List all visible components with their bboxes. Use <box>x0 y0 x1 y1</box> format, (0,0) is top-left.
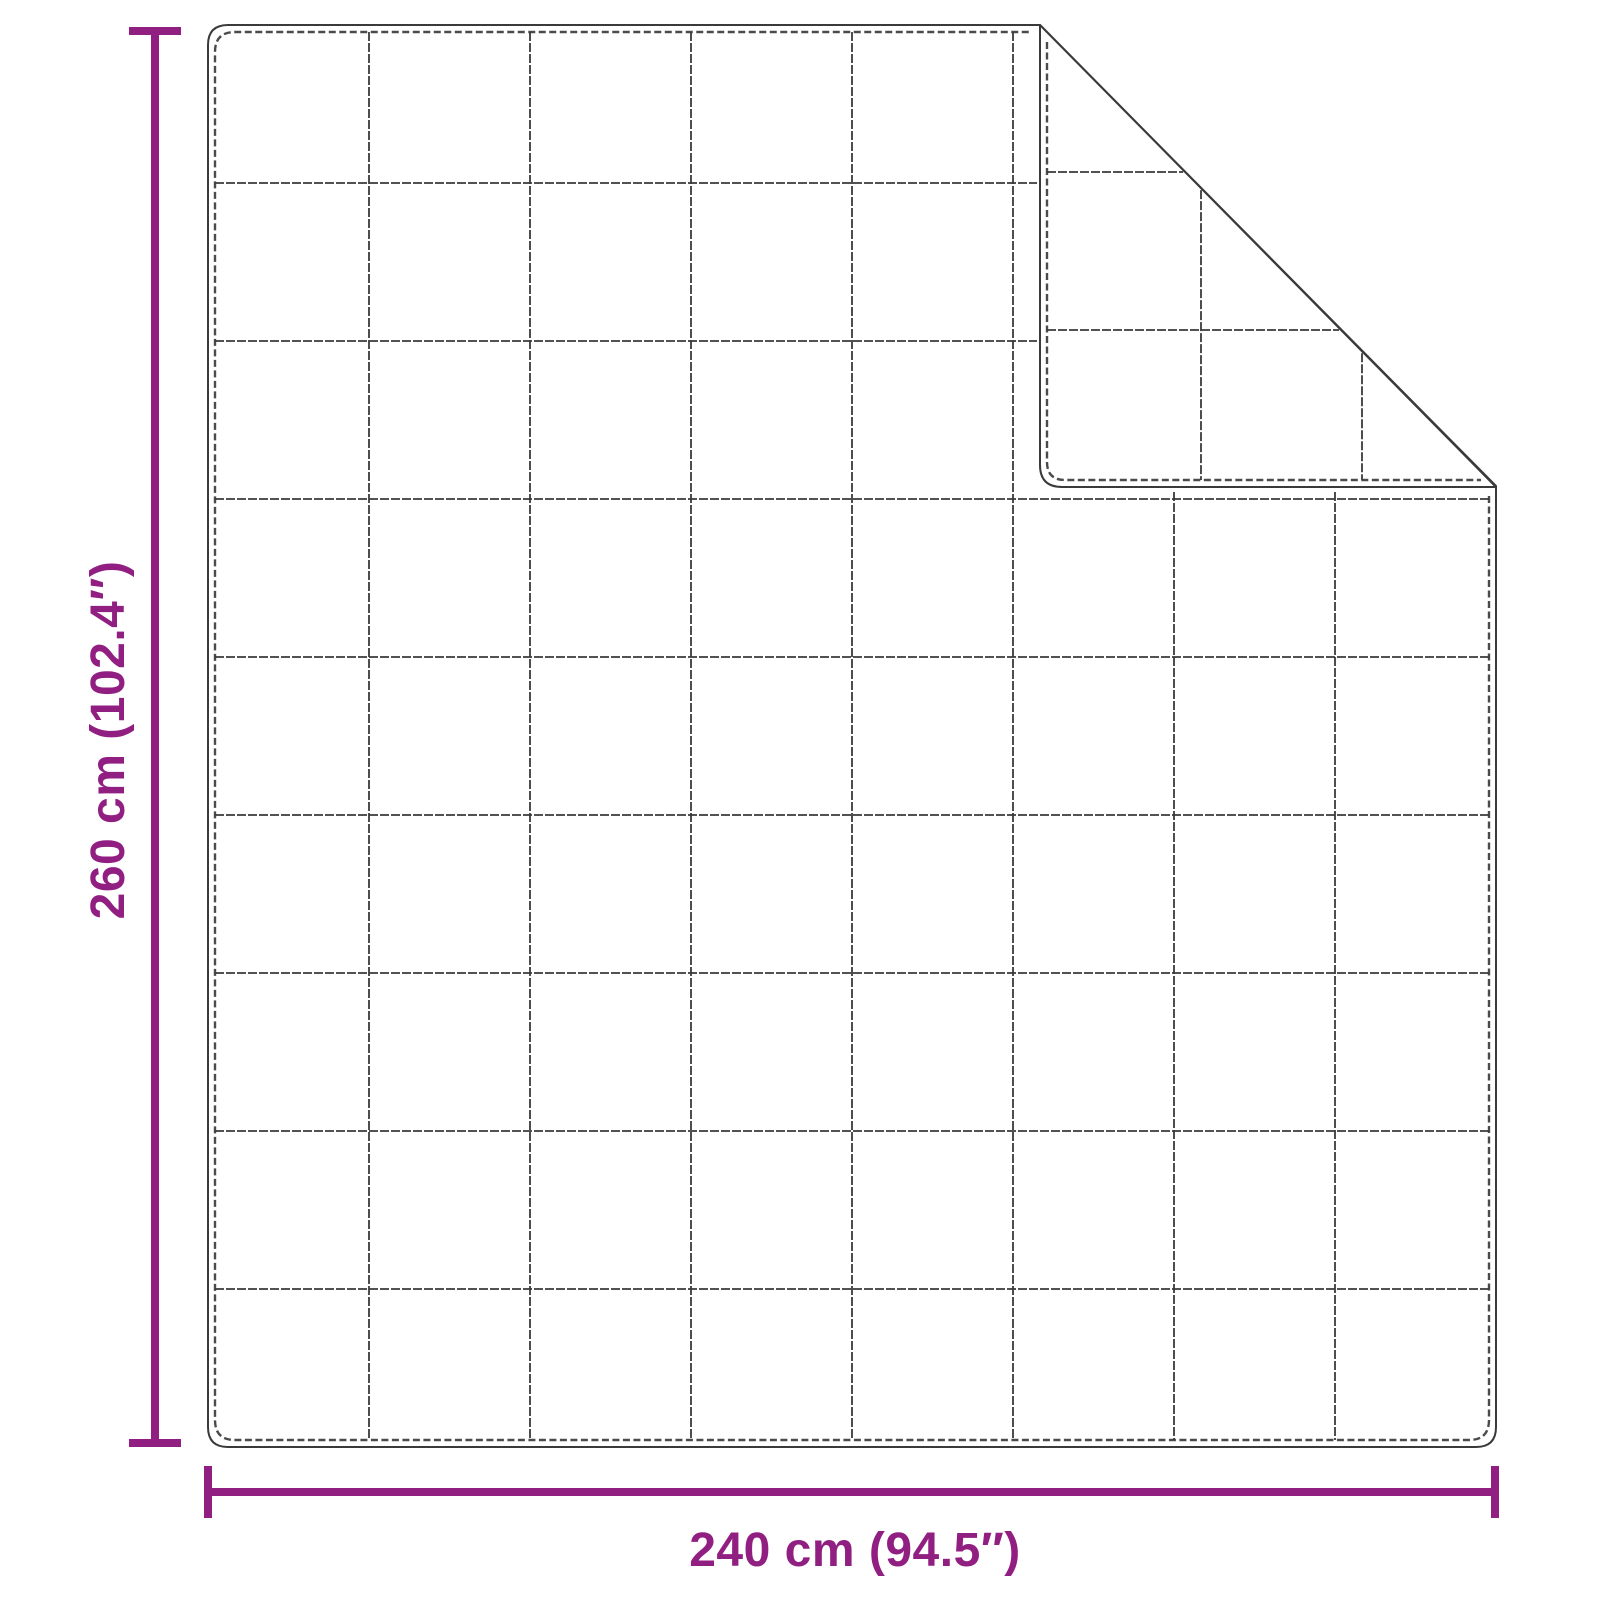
quilt-grid <box>215 32 1489 1440</box>
folded-corner-grid <box>1047 171 1363 480</box>
folded-corner <box>1039 24 1497 488</box>
height-label: 260 cm (102.4″) <box>82 561 135 920</box>
width-dimension-line <box>204 1466 1499 1518</box>
width-label: 240 cm (94.5″) <box>689 1524 1021 1577</box>
blanket-stitch-line <box>213 30 1491 1442</box>
folded-corner-stitch-line <box>1045 42 1481 482</box>
height-dimension-line <box>129 27 181 1447</box>
